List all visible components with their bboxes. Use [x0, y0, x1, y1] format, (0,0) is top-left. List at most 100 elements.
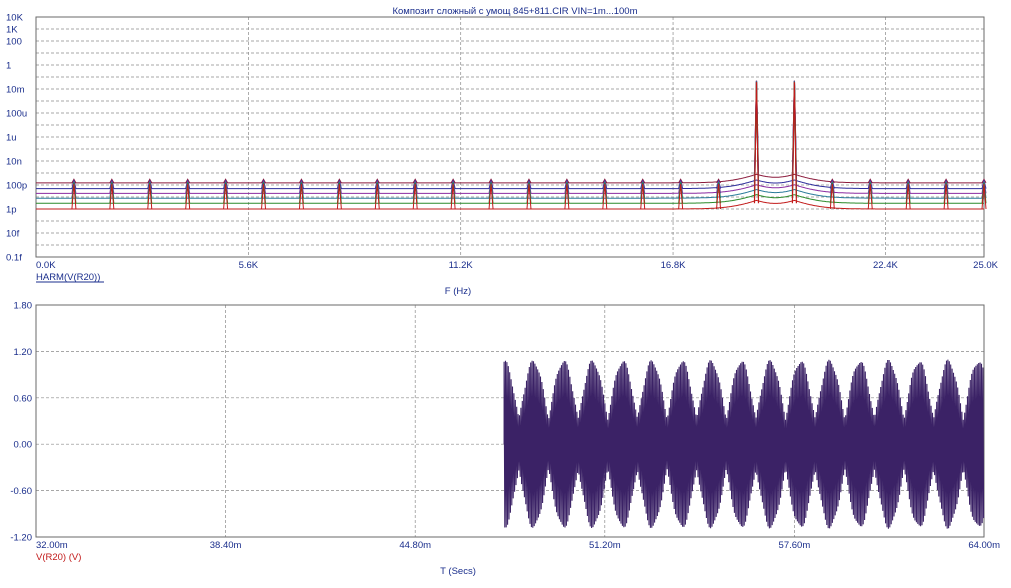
spectrum-harmonic-spike [716, 178, 721, 184]
spectrum-y-tick-label: 0.1f [6, 253, 22, 264]
spectrum-x-axis: 0.0K 5.6K 11.2K 16.8K 22.4K 25.0K [36, 260, 999, 271]
spectrum-harmonic-spike [450, 184, 456, 210]
spectrum-series [36, 80, 987, 210]
spectrum-y-tick-label: 10m [6, 85, 25, 96]
spectrum-harmonic-spike [261, 184, 267, 210]
spectrum-y-tick-label: 100 [6, 37, 22, 48]
spectrum-harmonic-spike [716, 184, 722, 210]
spectrum-harmonic-spike [298, 179, 304, 189]
spectrum-harmonic-spike [450, 179, 456, 189]
spectrum-main-peak [753, 82, 760, 204]
transient-y-tick-label: -0.60 [10, 486, 32, 497]
spectrum-main-peak [791, 82, 797, 204]
spectrum-y-tick-label: 1 [6, 61, 11, 72]
spectrum-harmonic-spike [943, 184, 949, 210]
transient-trace-label[interactable]: V(R20) (V) [36, 552, 81, 563]
spectrum-harmonic-spike [678, 184, 684, 210]
spectrum-harmonic-spike [71, 184, 77, 210]
spectrum-harmonic-spike [185, 179, 191, 189]
transient-y-tick-label: 0.60 [14, 393, 33, 404]
spectrum-harmonic-spike [526, 178, 532, 184]
spectrum-harmonic-spike [829, 179, 835, 189]
spectrum-harmonic-spike [109, 179, 115, 189]
spectrum-harmonic-spike [109, 184, 115, 210]
spectrum-harmonic-spike [943, 178, 949, 184]
transient-x-tick-label: 51.20m [589, 540, 621, 551]
spectrum-series-line [36, 184, 984, 194]
transient-x-tick-label: 57.60m [779, 540, 811, 551]
spectrum-harmonic-spike [185, 178, 191, 184]
spectrum-harmonic-spike [298, 184, 304, 210]
spectrum-trace-label[interactable]: HARM(V(R20)) [36, 272, 100, 283]
spectrum-harmonic-spike [147, 178, 153, 184]
spectrum-x-tick-label: 22.4K [873, 260, 898, 271]
spectrum-harmonic-spike [488, 178, 494, 184]
spectrum-x-tick-label: 5.6K [239, 260, 259, 271]
spectrum-harmonic-spike [981, 184, 987, 210]
spectrum-y-tick-label: 10f [6, 229, 20, 240]
spectrum-harmonic-spike [71, 179, 77, 189]
spectrum-harmonic-spike [564, 184, 570, 210]
spectrum-harmonic-spike [640, 179, 646, 189]
spectrum-series-line [36, 179, 984, 190]
transient-y-axis: 1.80 1.20 0.60 0.00 -0.60 -1.20 [10, 301, 32, 544]
spectrum-harmonic-spike [905, 178, 911, 184]
spectrum-harmonic-spike [602, 179, 608, 189]
spectrum-x-label: F (Hz) [445, 286, 471, 297]
spectrum-y-tick-label: 100p [6, 181, 27, 192]
spectrum-harmonic-spike [488, 179, 494, 189]
spectrum-harmonic-spike [336, 178, 342, 184]
spectrum-series-line [36, 188, 984, 199]
spectrum-harmonic-spike [678, 179, 684, 189]
transient-frame [35, 304, 985, 538]
spectrum-x-tick-label: 0.0K [36, 260, 56, 271]
transient-waveform [503, 359, 985, 529]
transient-x-tick-label: 38.40m [210, 540, 242, 551]
plot-title: Композит сложный с умощ 845+811.CIR VIN=… [392, 6, 637, 17]
spectrum-harmonic-spike [412, 184, 418, 210]
spectrum-harmonic-spike [412, 178, 418, 184]
spectrum-grid [36, 17, 984, 257]
spectrum-x-tick-label: 25.0K [973, 260, 998, 271]
spectrum-harmonic-spike [374, 184, 380, 210]
spectrum-harmonic-spike [223, 179, 229, 189]
spectrum-harmonic-spike [299, 178, 304, 184]
spectrum-y-tick-label: 10n [6, 157, 22, 168]
transient-y-tick-label: -1.20 [10, 533, 32, 544]
spectrum-harmonic-spike [147, 179, 153, 189]
spectrum-harmonic-spike [109, 178, 115, 184]
spectrum-harmonic-spike [336, 179, 342, 189]
spectrum-harmonic-spike [223, 178, 229, 184]
spectrum-harmonic-spike [867, 179, 873, 189]
spectrum-harmonic-spike [488, 184, 494, 210]
spectrum-harmonic-spike [981, 178, 987, 184]
spectrum-harmonic-spike [867, 184, 873, 210]
spectrum-harmonic-spike [147, 184, 153, 210]
spectrum-series-line [36, 199, 984, 210]
spectrum-series-line [36, 194, 984, 204]
spectrum-x-tick-label: 16.8K [661, 260, 686, 271]
spectrum-harmonic-spike [564, 179, 570, 189]
transient-x-tick-label: 32.00m [36, 540, 68, 551]
spectrum-harmonic-spike [867, 178, 873, 184]
spectrum-harmonic-spike [829, 184, 835, 210]
spectrum-harmonic-spike [374, 178, 380, 184]
spectrum-y-tick-label: 1K [6, 25, 18, 36]
transient-y-tick-label: 0.00 [14, 440, 33, 451]
spectrum-harmonic-spike [640, 178, 646, 184]
spectrum-harmonic-spike [526, 184, 532, 210]
transient-x-axis: 32.00m 38.40m 44.80m 51.20m 57.60m 64.00m [36, 540, 1000, 551]
transient-x-label: T (Secs) [440, 566, 476, 577]
transient-y-tick-label: 1.80 [14, 301, 33, 312]
spectrum-y-tick-label: 10K [6, 13, 24, 24]
spectrum-harmonic-spike [981, 179, 987, 189]
spectrum-harmonic-spike [336, 184, 342, 210]
spectrum-harmonic-spike [374, 179, 380, 189]
spectrum-harmonic-spike [905, 179, 911, 189]
spectrum-x-tick-label: 11.2K [449, 260, 474, 271]
spectrum-series-line [36, 173, 984, 184]
spectrum-harmonic-spike [526, 179, 532, 189]
